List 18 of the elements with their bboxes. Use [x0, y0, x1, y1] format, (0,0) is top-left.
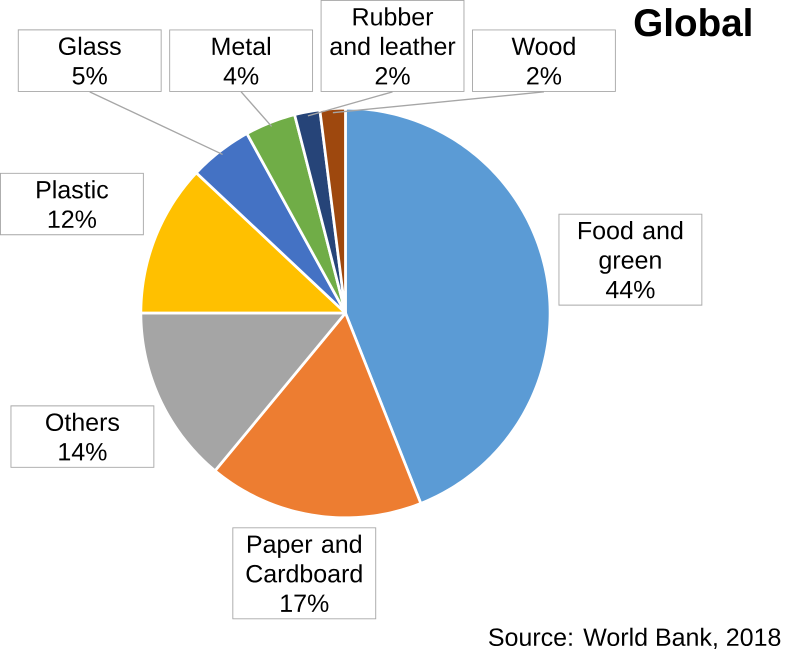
data-label: 44% — [606, 281, 654, 299]
slice-label: Metal — [212, 37, 270, 56]
slice-label: Paper and Cardboard — [246, 534, 362, 583]
data-label: 5% — [72, 67, 107, 85]
slice-label: Wood — [512, 37, 575, 56]
data-label: 17% — [281, 594, 328, 612]
slice-label: Glass — [59, 36, 121, 56]
data-label: 14% — [59, 443, 106, 461]
data-label: 12% — [48, 210, 96, 228]
slice-label: Others — [46, 412, 119, 432]
chart-title: Global — [634, 8, 751, 37]
data-label: 4% — [224, 67, 258, 85]
source-note: Source: World Bank, 2018 — [489, 628, 780, 650]
slice-label: Plastic — [37, 180, 108, 199]
slice-label: Food and green — [578, 221, 682, 274]
data-label: 2% — [527, 67, 562, 85]
slice-label: Rubber and leather — [330, 7, 456, 56]
data-label: 2% — [376, 67, 410, 85]
